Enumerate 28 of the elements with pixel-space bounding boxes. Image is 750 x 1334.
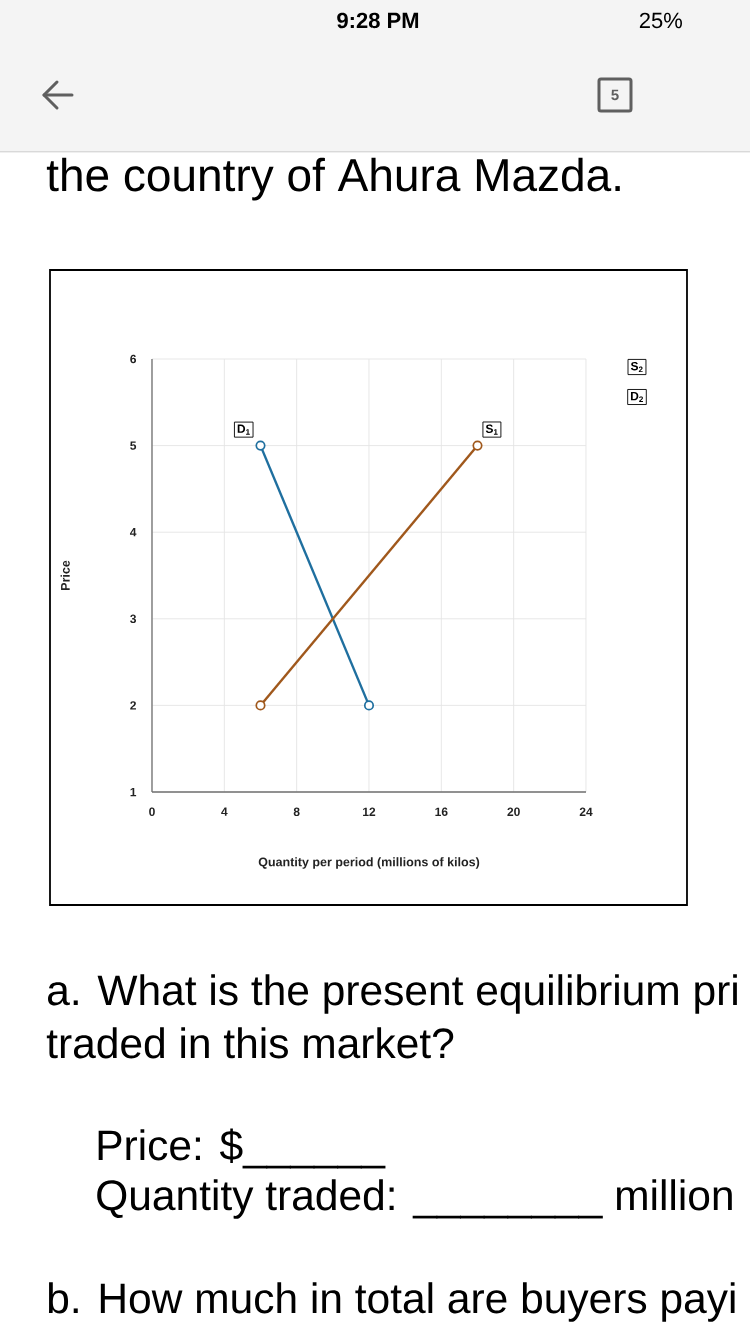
series-label: D$_{1}$ — [237, 424, 250, 435]
y-tick-label: 4 — [129, 528, 137, 537]
x-axis-title: Quantity per period (millions of kilos) — [258, 857, 480, 869]
x-tick-label: 24 — [579, 807, 593, 816]
x-tick-label: 0 — [149, 807, 155, 817]
text: traded in this market? — [46, 1027, 454, 1059]
y-tick-label: 1 — [130, 787, 137, 797]
text: b. How much in total are buyers payi — [48, 1282, 735, 1322]
text: Price: $______ — [98, 1128, 386, 1169]
y-tick-label: 2 — [130, 701, 136, 710]
text: S$_{2}$ — [630, 361, 643, 373]
x-tick-label: 8 — [293, 807, 300, 817]
text: D$_{2}$ — [630, 391, 643, 403]
text: Quantity traded: ________ million — [97, 1179, 732, 1219]
text: 25% — [639, 12, 682, 29]
y-axis-title: Price — [60, 560, 70, 590]
text: 9:28 PM — [337, 12, 419, 29]
x-tick-label: 20 — [507, 807, 520, 817]
series-label: S$_{1}$ — [485, 424, 498, 435]
x-tick-label: 4 — [221, 807, 228, 816]
text: 5 — [611, 89, 619, 101]
y-tick-label: 5 — [130, 441, 137, 450]
x-tick-label: 12 — [363, 807, 376, 816]
x-tick-label: 16 — [435, 807, 448, 817]
y-tick-label: 6 — [130, 354, 137, 364]
y-tick-label: 3 — [130, 614, 137, 624]
text: a. What is the present equilibrium pri — [48, 974, 737, 1014]
text: the country of Ahura Mazda. — [46, 157, 620, 201]
